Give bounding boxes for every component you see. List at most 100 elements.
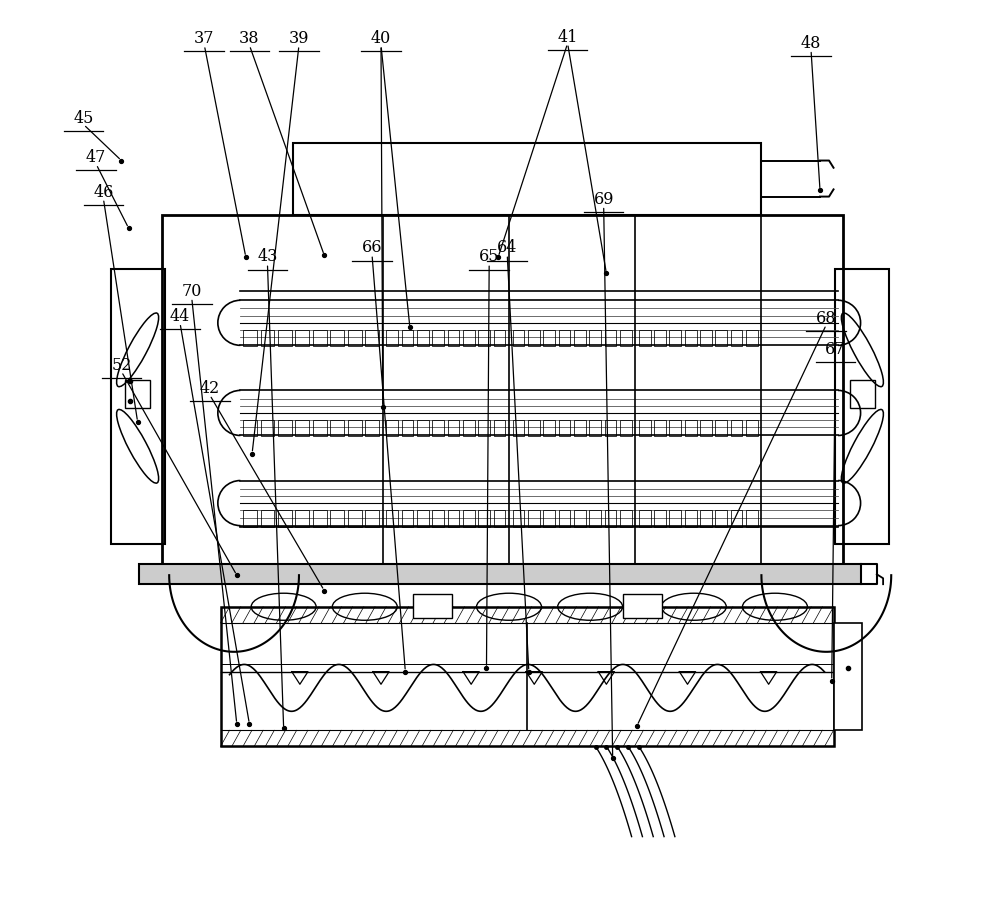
Bar — [574, 511, 586, 527]
Text: 39: 39 — [289, 30, 309, 47]
Bar — [348, 420, 362, 436]
Bar — [295, 420, 309, 436]
Bar — [243, 511, 257, 527]
Bar — [261, 420, 274, 436]
Bar — [478, 511, 490, 527]
Bar — [589, 330, 601, 346]
Text: 47: 47 — [86, 150, 106, 166]
Bar — [261, 511, 274, 527]
Text: 41: 41 — [557, 28, 578, 45]
Bar — [448, 511, 459, 527]
Text: 69: 69 — [593, 190, 614, 208]
Bar — [261, 330, 274, 346]
Bar — [402, 330, 413, 346]
Bar — [221, 730, 834, 746]
Bar — [365, 420, 379, 436]
Bar — [386, 420, 398, 436]
Bar — [417, 330, 429, 346]
Bar — [620, 511, 632, 527]
Bar — [715, 420, 727, 436]
Text: 43: 43 — [257, 249, 278, 266]
Bar — [669, 511, 681, 527]
Bar — [278, 420, 292, 436]
Bar — [746, 420, 758, 436]
Bar — [365, 330, 379, 346]
Bar — [669, 330, 681, 346]
Bar — [278, 330, 292, 346]
Text: 48: 48 — [801, 34, 821, 52]
Bar — [559, 511, 570, 527]
Bar — [330, 511, 344, 527]
Bar — [528, 420, 540, 436]
Bar — [402, 511, 413, 527]
Bar — [731, 511, 742, 527]
Text: 64: 64 — [497, 239, 517, 257]
Bar — [605, 330, 616, 346]
Bar — [478, 420, 490, 436]
Bar — [654, 420, 666, 436]
Bar — [685, 330, 697, 346]
Bar — [589, 420, 601, 436]
Text: 42: 42 — [200, 380, 220, 397]
Bar — [463, 420, 475, 436]
Bar — [313, 330, 327, 346]
Bar — [700, 511, 712, 527]
Bar — [559, 330, 570, 346]
Bar — [513, 511, 524, 527]
Bar — [494, 420, 505, 436]
Bar — [513, 330, 524, 346]
Bar — [365, 511, 379, 527]
Bar — [463, 330, 475, 346]
Bar — [330, 420, 344, 436]
Bar — [243, 330, 257, 346]
Bar — [139, 564, 861, 584]
Text: 46: 46 — [93, 183, 114, 200]
Bar — [559, 420, 570, 436]
Text: 70: 70 — [182, 283, 202, 299]
Bar — [330, 330, 344, 346]
Bar — [543, 511, 555, 527]
Bar — [685, 420, 697, 436]
Bar — [313, 511, 327, 527]
Bar — [413, 594, 452, 618]
Bar — [654, 511, 666, 527]
Bar — [669, 420, 681, 436]
Bar — [162, 215, 843, 571]
Text: 45: 45 — [73, 110, 94, 127]
Text: 68: 68 — [816, 310, 837, 327]
Bar — [417, 511, 429, 527]
Bar — [715, 330, 727, 346]
Bar — [639, 420, 651, 436]
Bar — [543, 420, 555, 436]
Bar — [221, 607, 834, 623]
Bar — [700, 420, 712, 436]
Bar — [715, 511, 727, 527]
Bar — [574, 330, 586, 346]
Bar — [654, 330, 666, 346]
Bar — [543, 330, 555, 346]
Bar — [605, 420, 616, 436]
Text: 65: 65 — [479, 249, 499, 266]
Bar — [528, 330, 540, 346]
Bar — [528, 511, 540, 527]
Bar — [278, 511, 292, 527]
Bar — [243, 420, 257, 436]
Text: 67: 67 — [825, 341, 846, 358]
Bar — [746, 511, 758, 527]
Bar — [293, 142, 761, 215]
Bar — [731, 330, 742, 346]
Text: 38: 38 — [239, 30, 260, 47]
Bar — [448, 330, 459, 346]
Text: 40: 40 — [371, 30, 391, 47]
Bar — [386, 511, 398, 527]
Bar — [623, 594, 662, 618]
Text: 44: 44 — [170, 308, 190, 325]
Bar — [494, 511, 505, 527]
Bar — [639, 511, 651, 527]
Bar — [463, 511, 475, 527]
Bar — [111, 268, 165, 543]
Bar — [639, 330, 651, 346]
Bar — [448, 420, 459, 436]
Bar — [348, 330, 362, 346]
Bar — [700, 330, 712, 346]
